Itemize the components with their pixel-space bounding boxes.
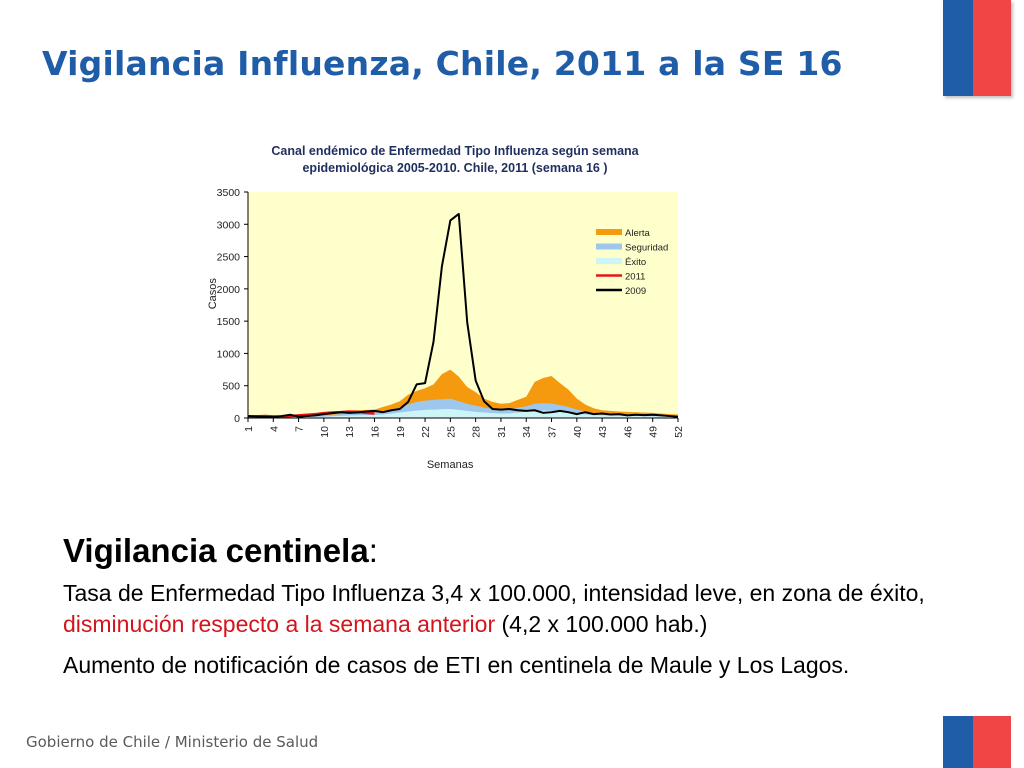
chile-flag-logo-top [943, 0, 1011, 96]
y-tick-label: 500 [222, 381, 240, 393]
flag-red-stripe [973, 0, 1011, 96]
x-tick-label: 16 [369, 426, 381, 438]
x-tick-label: 40 [572, 426, 584, 438]
paragraph-tasa-highlight: disminución respecto a la semana anterio… [63, 611, 496, 637]
x-tick-label: 1 [243, 426, 255, 432]
x-tick-label: 7 [294, 426, 306, 432]
flag-blue-stripe [943, 0, 973, 96]
legend-swatch-seguridad [596, 243, 622, 250]
footer-text: Gobierno de Chile / Ministerio de Salud [26, 733, 319, 751]
section-heading-bold: Vigilancia centinela [63, 532, 369, 569]
x-tick-label: 25 [445, 426, 457, 438]
chart-title-line1: Canal endémico de Enfermedad Tipo Influe… [271, 144, 639, 158]
legend-label: Éxito [625, 257, 646, 268]
paragraph-tasa: Tasa de Enfermedad Tipo Influenza 3,4 x … [63, 578, 933, 640]
x-tick-label: 19 [395, 426, 407, 438]
paragraph-tasa-end: (4,2 x 100.000 hab.) [495, 611, 708, 637]
section-heading-colon: : [368, 532, 378, 569]
slide-title: Vigilancia Influenza, Chile, 2011 a la S… [42, 44, 843, 83]
y-tick-label: 3000 [217, 219, 241, 231]
x-tick-label: 49 [648, 426, 660, 438]
body-text: Vigilancia centinela: Tasa de Enfermedad… [63, 532, 933, 691]
y-tick-label: 2500 [217, 252, 241, 264]
x-tick-label: 34 [521, 426, 533, 438]
line-series-2009 [247, 212, 679, 419]
section-heading: Vigilancia centinela: [63, 532, 933, 570]
area-series-éxito [248, 408, 678, 418]
chile-flag-logo-bottom [943, 716, 1011, 768]
y-tick-label: 3500 [217, 187, 241, 199]
paragraph-tasa-start: Tasa de Enfermedad Tipo Influenza 3,4 x … [63, 580, 925, 606]
x-tick-label: 31 [496, 426, 508, 438]
x-tick-label: 28 [471, 426, 483, 438]
legend-label: Seguridad [625, 243, 668, 254]
legend-label: Alerta [625, 228, 651, 239]
y-tick-label: 0 [234, 413, 240, 425]
y-tick-label: 1500 [217, 316, 241, 328]
x-tick-label: 10 [319, 426, 331, 438]
y-axis-label: Casos [207, 278, 219, 310]
area-series-alerta [248, 369, 678, 418]
x-tick-label: 4 [268, 426, 280, 432]
x-axis-label: Semanas [427, 459, 474, 471]
chart-legend: Alerta Seguridad Éxito 2011 2009 [596, 228, 668, 297]
paragraph-aumento: Aumento de notificación de casos de ETI … [63, 652, 850, 678]
chart-title-line2: epidemiológica 2005-2010. Chile, 2011 (s… [302, 161, 607, 175]
x-tick-label: 43 [597, 426, 609, 438]
legend-label: 2011 [625, 272, 645, 283]
legend-swatch-éxito [596, 258, 622, 264]
legend-swatch-alerta [596, 229, 622, 235]
x-tick-label: 52 [673, 426, 685, 438]
flag-red-stripe [973, 716, 1011, 768]
x-tick-label: 13 [344, 426, 356, 438]
x-tick-label: 46 [622, 426, 634, 438]
y-tick-label: 1000 [217, 348, 241, 360]
endemic-channel-chart: Canal endémico de Enfermedad Tipo Influe… [207, 144, 685, 471]
flag-blue-stripe [943, 716, 973, 768]
y-tick-label: 2000 [217, 284, 241, 296]
x-tick-label: 37 [547, 426, 559, 438]
legend-label: 2009 [625, 286, 646, 297]
x-tick-label: 22 [420, 426, 432, 438]
